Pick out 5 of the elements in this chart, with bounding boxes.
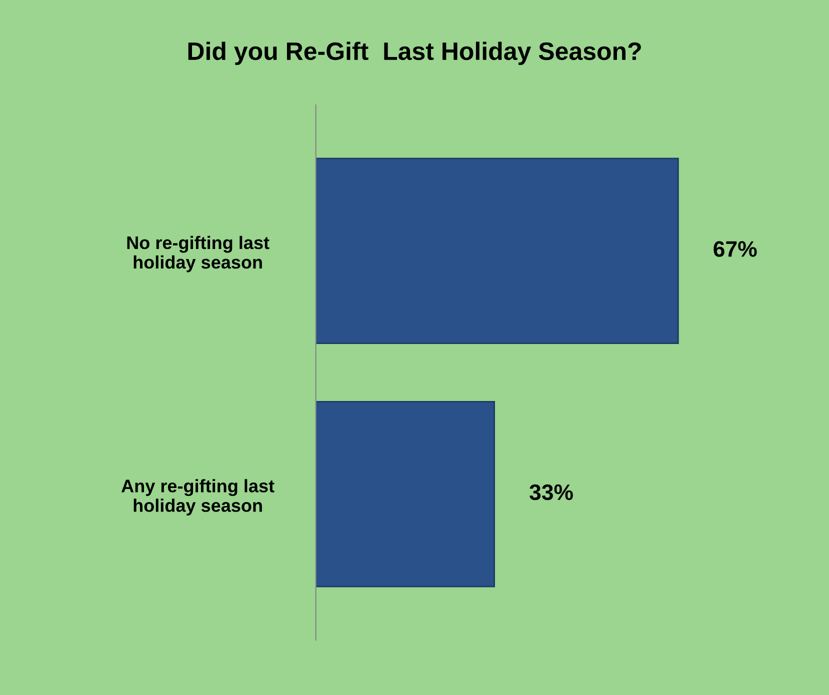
y-tick-label: Any re-gifting last holiday season — [122, 479, 274, 516]
data-label: 33% — [530, 484, 573, 500]
y-tick-label: No re-gifting last holiday season — [127, 236, 270, 272]
chart-title: Did you Re-Gift Last Holiday Season? — [188, 42, 641, 66]
data-label: 67% — [714, 241, 757, 257]
